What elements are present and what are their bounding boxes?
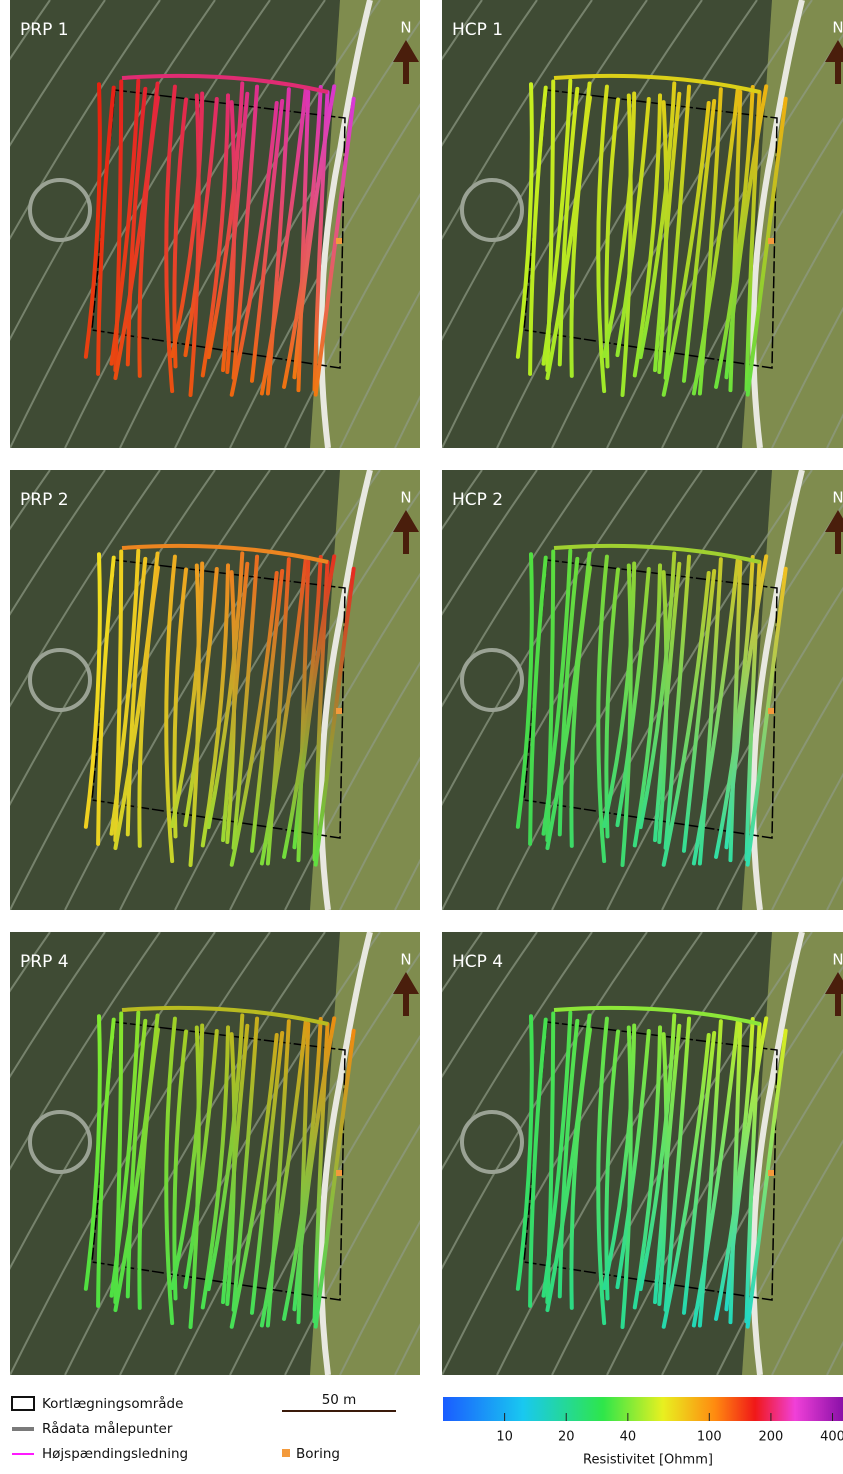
colorbar-tick-label: 400: [820, 1430, 843, 1445]
legend: Kortlægningsområde Rådata målepunter Høj…: [12, 1392, 396, 1462]
north-label: N: [400, 489, 411, 507]
panel-title: HCP 4: [452, 952, 503, 972]
legend-label: Kortlægningsområde: [42, 1395, 183, 1412]
colorbar-tick-label: 200: [759, 1430, 784, 1445]
north-label: N: [832, 489, 843, 507]
map-panels: PRP 1 N HCP 1 N PRP 2 N HCP 2 N PRP 4 N HCP 4 N: [0, 0, 843, 1375]
page: {"panels": [ {"title": "PRP 1", "north":…: [0, 0, 843, 1470]
north-label: N: [400, 951, 411, 969]
boring: [768, 1170, 774, 1176]
boring-icon: [282, 1449, 290, 1457]
colorbar-label: Resistivitet [Ohmm]: [583, 1453, 713, 1468]
area-icon: [12, 1397, 34, 1410]
colorbar-tick-label: 40: [620, 1430, 637, 1445]
colorbar-tick-label: 10: [496, 1430, 513, 1445]
figure: PRP 1 N HCP 1 N PRP 2 N HCP 2 N PRP 4 N HCP 4 N Kor…: [0, 0, 843, 1470]
colorbar-tick-label: 20: [558, 1430, 575, 1445]
colorbar-ramp: [443, 1397, 843, 1421]
panel-title: PRP 2: [20, 490, 69, 510]
panel-title: PRP 1: [20, 20, 69, 40]
boring: [336, 708, 342, 714]
colorbar-tick-label: 100: [697, 1430, 722, 1445]
boring: [336, 238, 342, 244]
boring: [768, 708, 774, 714]
north-label: N: [832, 951, 843, 969]
panel-title: PRP 4: [20, 952, 69, 972]
legend-label: Rådata målepunter: [42, 1420, 173, 1437]
panel-title: HCP 2: [452, 490, 503, 510]
legend-label: Boring: [296, 1446, 340, 1462]
scale-bar-label: 50 m: [322, 1392, 357, 1408]
legend-label: Højspændingsledning: [42, 1446, 188, 1462]
north-label: N: [832, 19, 843, 37]
boring: [336, 1170, 342, 1176]
panel-title: HCP 1: [452, 20, 503, 40]
colorbar: Resistivitet [Ohmm] 10 20 40 100 200 400: [443, 1397, 843, 1468]
north-label: N: [400, 19, 411, 37]
boring: [768, 238, 774, 244]
